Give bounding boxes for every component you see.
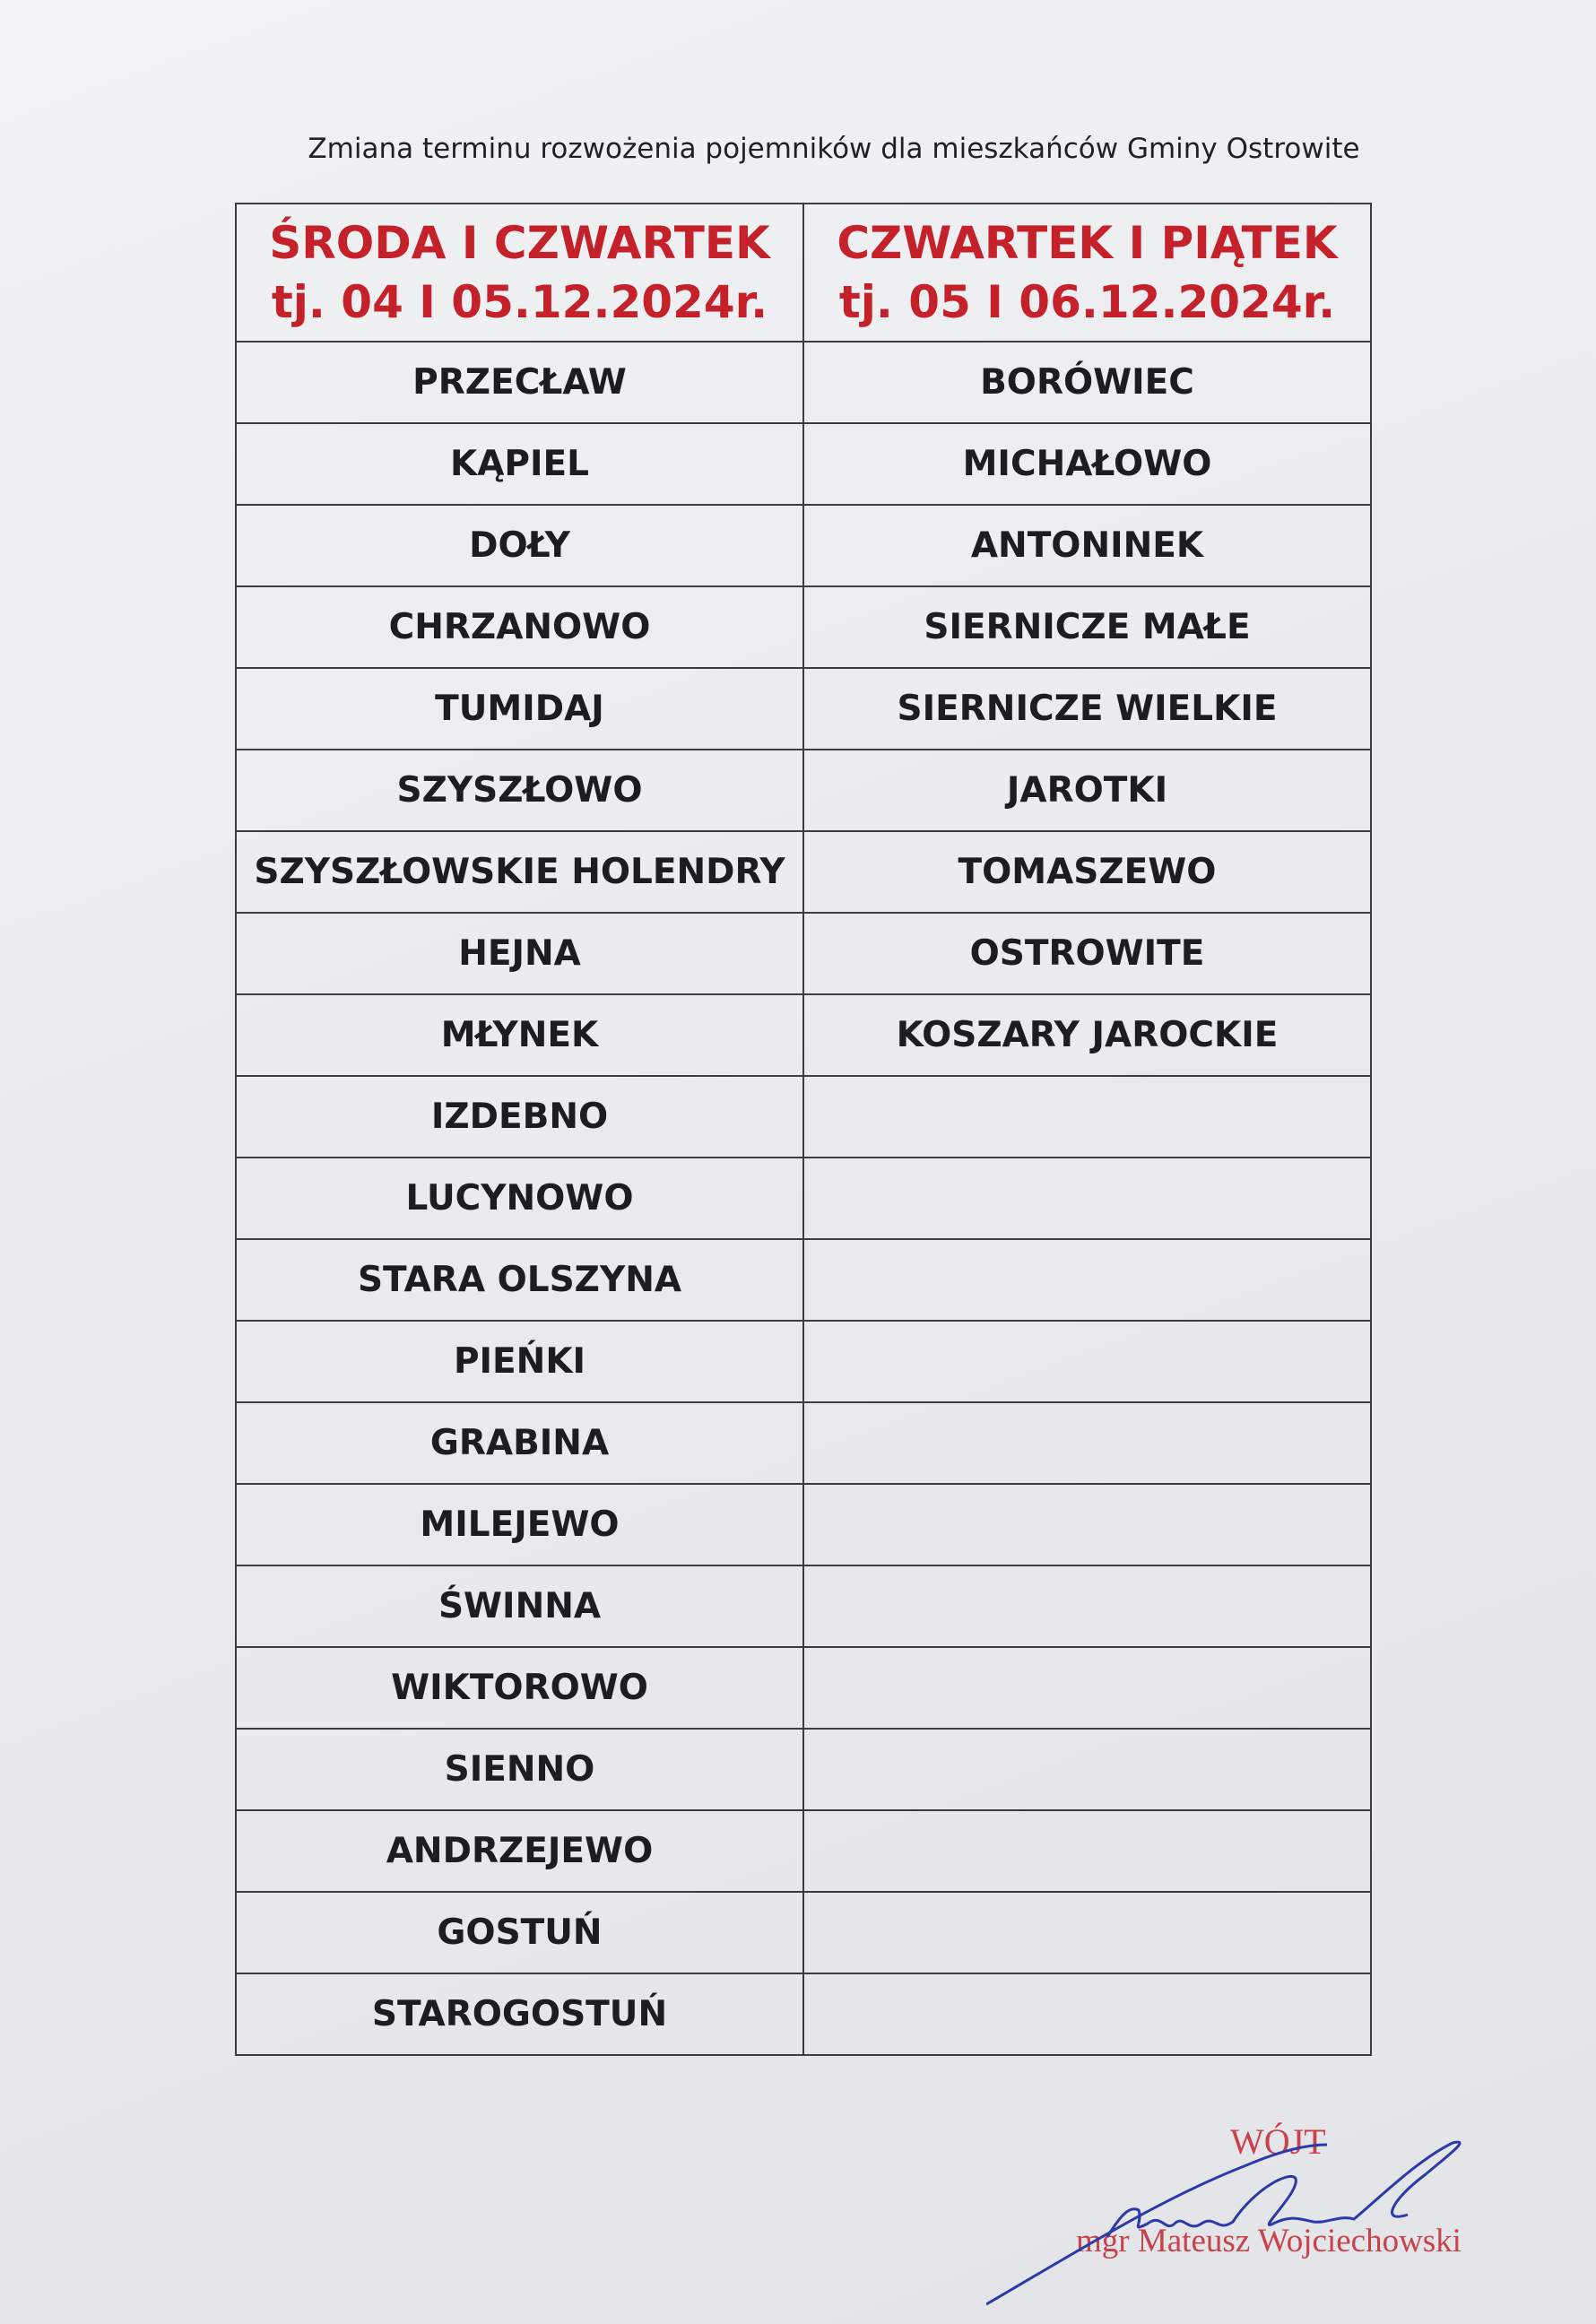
table-row: WIKTOROWO (235, 1646, 1372, 1730)
village-thu-fri: SIERNICZE MAŁE (802, 585, 1372, 669)
village-wed-thu: IZDEBNO (235, 1075, 804, 1158)
village-wed-thu: HEJNA (235, 912, 804, 995)
village-wed-thu: SIENNO (235, 1728, 804, 1811)
table-row: HEJNA OSTROWITE (235, 912, 1372, 995)
village-wed-thu: ANDRZEJEWO (235, 1809, 804, 1893)
village-wed-thu: SZYSZŁOWSKIE HOLENDRY (235, 830, 804, 914)
table-row: SZYSZŁOWSKIE HOLENDRY TOMASZEWO (235, 830, 1372, 914)
village-thu-fri (802, 1891, 1372, 1974)
column-day: CZWARTEK I PIĄTEK (837, 217, 1338, 269)
table-row: LUCYNOWO (235, 1157, 1372, 1240)
table-row: DOŁY ANTONINEK (235, 504, 1372, 587)
table-row: KĄPIEL MICHAŁOWO (235, 422, 1372, 506)
village-wed-thu: WIKTOROWO (235, 1646, 804, 1730)
village-wed-thu: GRABINA (235, 1401, 804, 1485)
village-wed-thu: MILEJEWO (235, 1483, 804, 1566)
village-wed-thu: GOSTUŃ (235, 1891, 804, 1974)
village-thu-fri (802, 1646, 1372, 1730)
village-wed-thu: DOŁY (235, 504, 804, 587)
table-row: PRZECŁAW BORÓWIEC (235, 341, 1372, 424)
village-thu-fri (802, 1728, 1372, 1811)
village-wed-thu: LUCYNOWO (235, 1157, 804, 1240)
column-header-2: CZWARTEK I PIĄTEK tj. 05 I 06.12.2024r. (802, 203, 1372, 343)
stamp-role: WÓJT (1230, 2121, 1326, 2162)
village-thu-fri (802, 1075, 1372, 1158)
village-wed-thu: KĄPIEL (235, 422, 804, 506)
village-thu-fri: ANTONINEK (802, 504, 1372, 587)
table-row: ŚWINNA (235, 1565, 1372, 1648)
village-wed-thu: TUMIDAJ (235, 667, 804, 750)
table-row: SIENNO (235, 1728, 1372, 1811)
table-row: STAROGOSTUŃ (235, 1973, 1372, 2056)
village-wed-thu: MŁYNEK (235, 993, 804, 1077)
village-wed-thu: CHRZANOWO (235, 585, 804, 669)
table-row: PIEŃKI (235, 1320, 1372, 1403)
column-date: tj. 05 I 06.12.2024r. (838, 276, 1336, 328)
column-date: tj. 04 I 05.12.2024r. (271, 276, 768, 328)
table-row: GRABINA (235, 1401, 1372, 1485)
village-wed-thu: PIEŃKI (235, 1320, 804, 1403)
table-row: SZYSZŁOWO JAROTKI (235, 749, 1372, 832)
village-thu-fri: TOMASZEWO (802, 830, 1372, 914)
village-thu-fri: BORÓWIEC (802, 341, 1372, 424)
village-wed-thu: STARA OLSZYNA (235, 1238, 804, 1322)
header-row: ŚRODA I CZWARTEK tj. 04 I 05.12.2024r. CZ… (235, 203, 1372, 343)
column-header-1: ŚRODA I CZWARTEK tj. 04 I 05.12.2024r. (235, 203, 804, 343)
table-row: MŁYNEK KOSZARY JAROCKIE (235, 993, 1372, 1077)
village-thu-fri: OSTROWITE (802, 912, 1372, 995)
table-row: CHRZANOWO SIERNICZE MAŁE (235, 585, 1372, 669)
table-row: STARA OLSZYNA (235, 1238, 1372, 1322)
village-thu-fri (802, 1973, 1372, 2056)
village-wed-thu: STAROGOSTUŃ (235, 1973, 804, 2056)
village-thu-fri (802, 1238, 1372, 1322)
table-row: MILEJEWO (235, 1483, 1372, 1566)
table-row: IZDEBNO (235, 1075, 1372, 1158)
village-thu-fri (802, 1565, 1372, 1648)
village-thu-fri: SIERNICZE WIELKIE (802, 667, 1372, 750)
signature (986, 2140, 1462, 2306)
village-thu-fri (802, 1157, 1372, 1240)
table-row: ANDRZEJEWO (235, 1809, 1372, 1893)
village-wed-thu: PRZECŁAW (235, 341, 804, 424)
village-thu-fri (802, 1401, 1372, 1485)
table-row: GOSTUŃ (235, 1891, 1372, 1974)
village-thu-fri (802, 1320, 1372, 1403)
table-row: TUMIDAJ SIERNICZE WIELKIE (235, 667, 1372, 750)
village-thu-fri: JAROTKI (802, 749, 1372, 832)
village-thu-fri: MICHAŁOWO (802, 422, 1372, 506)
document-title: Zmiana terminu rozwożenia pojemników dla… (308, 133, 1360, 165)
village-thu-fri (802, 1809, 1372, 1893)
stamp-name: mgr Mateusz Wojciechowski (1076, 2223, 1462, 2259)
schedule-table: ŚRODA I CZWARTEK tj. 04 I 05.12.2024r. CZ… (235, 203, 1372, 2056)
village-wed-thu: ŚWINNA (235, 1565, 804, 1648)
village-thu-fri: KOSZARY JAROCKIE (802, 993, 1372, 1077)
column-day: ŚRODA I CZWARTEK (269, 217, 770, 269)
village-thu-fri (802, 1483, 1372, 1566)
village-wed-thu: SZYSZŁOWO (235, 749, 804, 832)
